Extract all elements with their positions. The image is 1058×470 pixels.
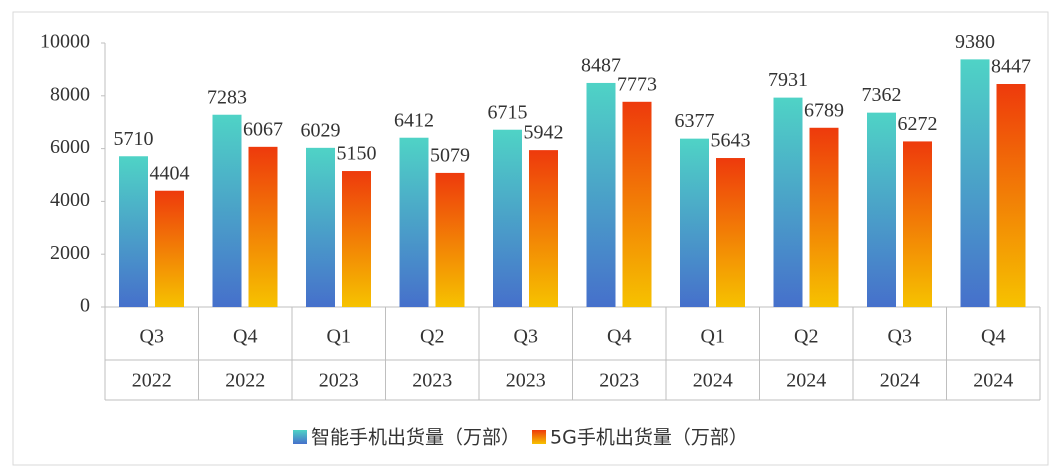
x-tick-label: Q4 (233, 326, 257, 348)
x-year-label: 2024 (973, 370, 1013, 392)
data-label: 8447 (991, 56, 1031, 78)
y-tick-label: 10000 (40, 31, 90, 53)
bar (493, 129, 522, 307)
bar (399, 137, 429, 307)
x-year-label: 2022 (225, 370, 265, 392)
y-tick-label: 8000 (50, 83, 90, 105)
bar (867, 112, 896, 307)
bar (119, 156, 148, 307)
legend-label: 5G手机出货量（万部） (550, 427, 748, 449)
x-year-label: 2023 (412, 370, 452, 392)
bar (960, 59, 990, 308)
x-tick-label: Q2 (794, 326, 818, 348)
bar (773, 97, 803, 307)
bar (529, 150, 558, 307)
x-tick-label: Q3 (514, 326, 538, 348)
legend-label: 智能手机出货量（万部） (311, 427, 520, 449)
data-label: 5942 (524, 122, 564, 144)
x-tick-label: Q1 (701, 326, 725, 348)
y-tick-label: 2000 (50, 242, 90, 264)
data-label: 6067 (243, 118, 283, 140)
x-tick-label: Q3 (888, 326, 912, 348)
bar (212, 114, 242, 308)
legend-swatch (293, 430, 307, 444)
x-year-label: 2024 (693, 370, 733, 392)
bar (809, 127, 839, 307)
bar (680, 138, 709, 307)
x-tick-label: Q1 (327, 326, 351, 348)
data-label: 5643 (711, 130, 751, 152)
data-label: 6029 (301, 119, 341, 141)
x-tick-label: Q4 (607, 326, 631, 348)
y-tick-label: 0 (80, 295, 90, 317)
data-label: 6377 (675, 110, 715, 132)
bar (622, 101, 652, 307)
x-tick-label: Q2 (420, 326, 444, 348)
y-tick-label: 6000 (50, 136, 90, 158)
data-label: 6412 (394, 109, 434, 131)
x-year-label: 2022 (132, 370, 172, 392)
data-label: 4404 (150, 162, 190, 184)
data-label: 6789 (804, 99, 844, 121)
data-label: 8487 (581, 55, 621, 77)
x-tick-label: Q3 (140, 326, 164, 348)
data-label: 5710 (114, 128, 154, 150)
bar (996, 83, 1026, 307)
data-label: 7283 (207, 86, 247, 108)
x-year-label: 2024 (786, 370, 826, 392)
data-label: 6715 (488, 101, 528, 123)
data-label: 7931 (768, 69, 808, 91)
bar (155, 190, 184, 307)
bar (342, 171, 371, 307)
bar (586, 82, 616, 307)
data-label: 9380 (955, 31, 995, 53)
x-tick-label: Q4 (981, 326, 1005, 348)
x-year-label: 2023 (599, 370, 639, 392)
data-label: 7773 (617, 73, 657, 95)
data-label: 5150 (337, 143, 377, 165)
data-label: 6272 (898, 113, 938, 135)
data-label: 5079 (430, 145, 470, 167)
x-year-label: 2024 (880, 370, 920, 392)
bar (248, 146, 278, 307)
bar (903, 141, 932, 307)
x-year-label: 2023 (319, 370, 359, 392)
y-tick-label: 4000 (50, 189, 90, 211)
bar (306, 147, 335, 307)
x-year-label: 2023 (506, 370, 546, 392)
legend-swatch (532, 430, 547, 444)
bar (435, 172, 465, 307)
bar (716, 158, 745, 307)
data-label: 7362 (862, 84, 902, 106)
